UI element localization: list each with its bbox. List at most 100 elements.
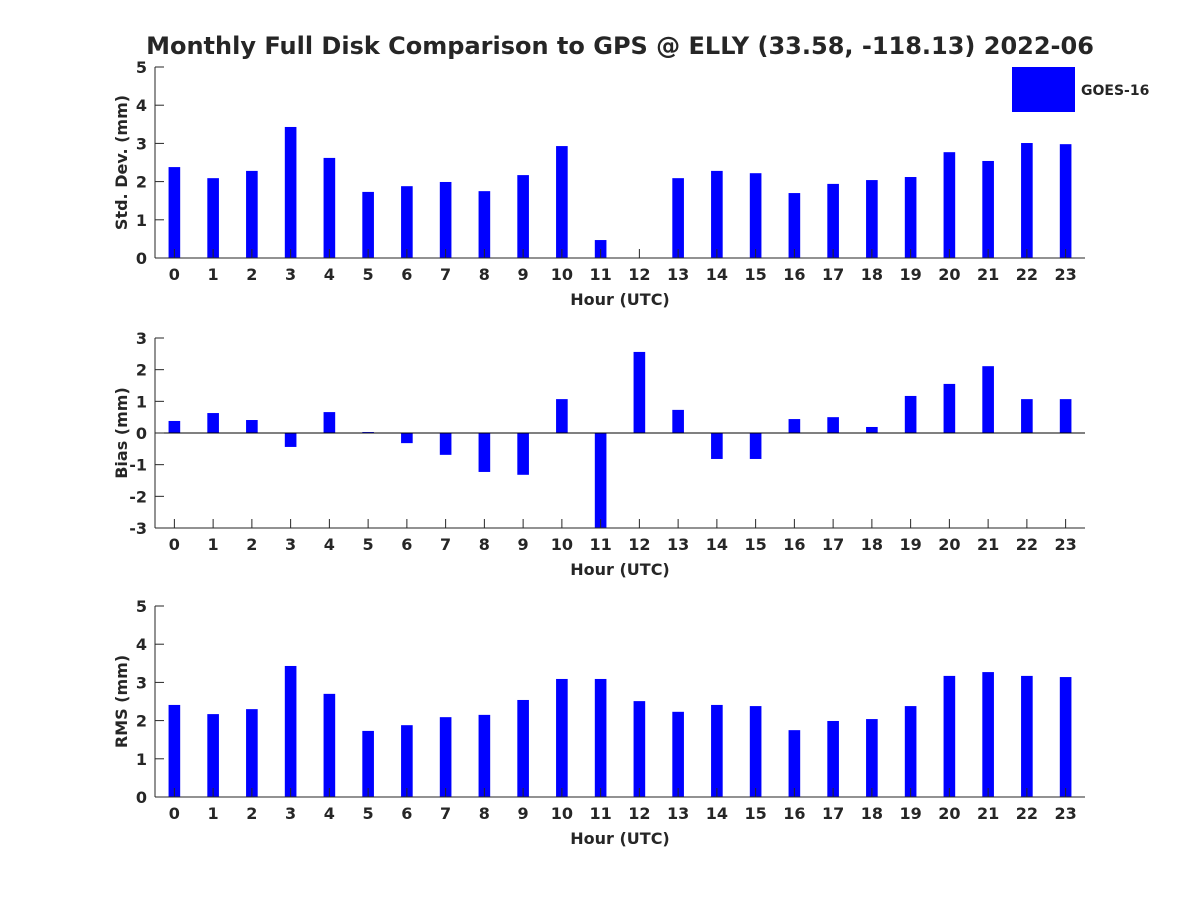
- y-tick-label: 3: [136, 673, 147, 692]
- x-tick-label: 23: [1054, 535, 1076, 554]
- x-tick-label: 17: [822, 804, 844, 823]
- bar: [207, 714, 219, 797]
- x-tick-label: 17: [822, 535, 844, 554]
- x-tick-label: 19: [899, 804, 921, 823]
- bar: [711, 170, 723, 258]
- x-tick-label: 1: [208, 265, 219, 284]
- bar: [1021, 143, 1033, 258]
- bar: [439, 433, 452, 455]
- y-tick-label: 1: [136, 392, 147, 411]
- y-tick-label: 3: [136, 329, 147, 348]
- bar: [982, 160, 994, 258]
- x-axis-label: Hour (UTC): [570, 290, 670, 309]
- x-tick-label: 19: [899, 265, 921, 284]
- x-tick-label: 4: [324, 535, 335, 554]
- y-tick-label: -3: [129, 519, 147, 538]
- y-tick-label: 1: [136, 750, 147, 769]
- bar: [362, 191, 374, 258]
- bar: [594, 678, 607, 797]
- x-tick-label: 3: [285, 804, 296, 823]
- bar: [904, 706, 917, 797]
- x-tick-label: 0: [169, 804, 180, 823]
- x-tick-label: 4: [324, 265, 335, 284]
- bar: [556, 678, 568, 797]
- y-tick-label: 2: [136, 361, 147, 380]
- x-tick-label: 16: [783, 804, 805, 823]
- x-tick-label: 20: [938, 265, 960, 284]
- x-tick-label: 14: [706, 804, 728, 823]
- bar: [401, 725, 413, 797]
- bar: [711, 433, 723, 459]
- x-tick-label: 7: [440, 535, 451, 554]
- bar: [672, 178, 684, 258]
- x-tick-label: 11: [589, 265, 611, 284]
- x-tick-label: 21: [977, 535, 999, 554]
- bar: [943, 675, 956, 797]
- bar: [556, 399, 568, 433]
- bar: [904, 395, 917, 433]
- x-tick-label: 9: [518, 535, 529, 554]
- x-tick-label: 14: [706, 265, 728, 284]
- x-tick-label: 2: [246, 804, 257, 823]
- x-tick-label: 0: [169, 265, 180, 284]
- x-tick-label: 2: [246, 265, 257, 284]
- bar: [1021, 399, 1033, 433]
- x-tick-label: 8: [479, 804, 490, 823]
- bar: [943, 383, 956, 433]
- y-tick-label: 5: [136, 58, 147, 77]
- bar: [246, 170, 258, 258]
- bar: [904, 177, 917, 258]
- y-tick-label: 5: [136, 597, 147, 616]
- bar: [478, 191, 491, 258]
- bar: [827, 417, 839, 433]
- x-tick-label: 8: [479, 535, 490, 554]
- bar: [866, 426, 878, 433]
- bar: [517, 433, 529, 475]
- bar: [788, 730, 801, 797]
- bar: [827, 183, 839, 258]
- x-tick-label: 10: [551, 535, 573, 554]
- bar: [323, 693, 336, 797]
- bar: [207, 178, 219, 258]
- x-axis-label: Hour (UTC): [570, 829, 670, 848]
- bar: [866, 719, 878, 797]
- x-tick-label: 3: [285, 265, 296, 284]
- bar: [284, 433, 297, 447]
- x-tick-label: 15: [744, 804, 766, 823]
- x-tick-label: 21: [977, 804, 999, 823]
- x-tick-label: 23: [1054, 265, 1076, 284]
- x-tick-label: 5: [363, 265, 374, 284]
- y-tick-label: 2: [136, 173, 147, 192]
- x-tick-label: 12: [628, 804, 650, 823]
- x-tick-label: 9: [518, 265, 529, 284]
- y-axis-label: Std. Dev. (mm): [112, 95, 131, 230]
- x-tick-label: 19: [899, 535, 921, 554]
- x-tick-label: 22: [1016, 535, 1038, 554]
- y-tick-label: 0: [136, 249, 147, 268]
- legend: GOES-16: [1012, 67, 1149, 112]
- bar: [478, 714, 491, 797]
- x-tick-label: 13: [667, 535, 689, 554]
- bar: [594, 433, 607, 528]
- y-tick-label: 2: [136, 712, 147, 731]
- bar: [517, 699, 529, 797]
- y-tick-label: 4: [136, 635, 147, 654]
- x-tick-label: 1: [208, 804, 219, 823]
- x-tick-label: 23: [1054, 804, 1076, 823]
- bar: [556, 146, 568, 258]
- y-tick-label: -1: [129, 456, 147, 475]
- bar: [982, 366, 994, 433]
- bar: [1059, 677, 1072, 797]
- x-tick-label: 20: [938, 535, 960, 554]
- y-tick-label: 1: [136, 211, 147, 230]
- y-tick-label: 0: [136, 424, 147, 443]
- x-tick-label: 17: [822, 265, 844, 284]
- x-tick-label: 13: [667, 265, 689, 284]
- x-tick-label: 11: [589, 535, 611, 554]
- bar: [517, 175, 529, 258]
- x-tick-label: 9: [518, 804, 529, 823]
- bar: [749, 173, 762, 258]
- bar: [439, 181, 452, 258]
